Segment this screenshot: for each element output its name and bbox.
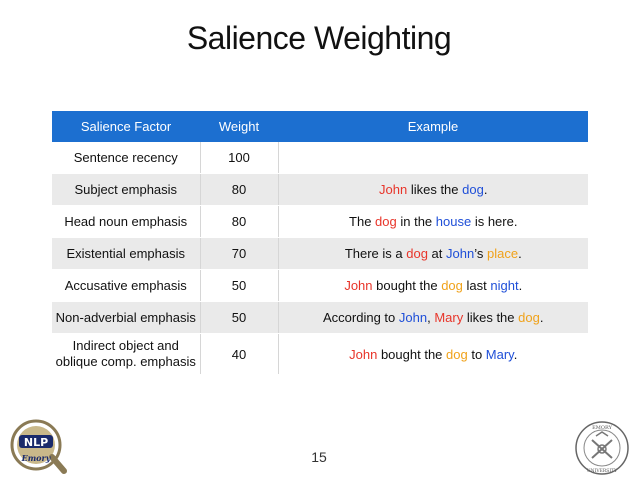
example-segment: bought the [377,346,447,362]
example-segment: John [379,182,408,197]
example-segment: According to [323,310,399,325]
example-segment: dog [518,310,540,325]
example-segment: John [446,246,475,261]
example-segment: likes the [407,182,463,197]
weight-cell: 40 [200,333,279,375]
example-segment: dog [406,246,428,261]
emory-university-seal-icon: EMORY UNIVERSITY [575,421,629,475]
example-segment: , [427,310,435,325]
example-segment: in the [396,214,436,229]
factor-cell: Non-adverbial emphasis [52,301,201,334]
example-cell [278,142,588,174]
example-segment: . [518,278,523,293]
example-segment: place [486,246,519,261]
example-segment: likes the [463,310,519,325]
weight-cell: 80 [200,205,279,238]
example-segment: The [349,214,376,229]
example-segment: bought the [372,278,442,293]
svg-text:EMORY: EMORY [592,425,612,431]
example-segment: house [435,214,472,229]
example-segment: John [398,310,428,325]
header-weight: Weight [200,111,278,142]
table-row: Indirect object and oblique comp. emphas… [52,333,588,375]
svg-text:Emory: Emory [21,453,52,463]
example-cell: John bought the dog to Mary. [278,333,588,375]
example-segment: dog [441,278,463,293]
weight-cell: 50 [200,301,279,334]
factor-cell: Indirect object and oblique comp. emphas… [52,333,201,375]
factor-cell: Subject emphasis [52,173,201,206]
table-row: Sentence recency 100 [52,142,588,174]
table-row: Non-adverbial emphasis 50 According to J… [52,301,588,334]
example-segment: John [344,278,373,293]
factor-cell: Sentence recency [52,142,201,174]
example-segment: Mary [485,346,514,362]
example-segment: There is a [344,246,407,261]
weight-cell: 50 [200,269,279,302]
table-row: Existential emphasis 70 There is a dog a… [52,237,588,270]
factor-cell: Existential emphasis [52,237,201,270]
salience-table: Salience Factor Weight Example Sentence … [52,111,588,375]
weight-cell: 70 [200,237,279,270]
page-number: 15 [311,449,327,465]
factor-cell: Accusative emphasis [52,269,201,302]
table-header-row: Salience Factor Weight Example [52,111,588,142]
example-segment: dog [462,182,484,197]
example-segment: Mary [434,310,464,325]
example-segment: night [490,278,519,293]
example-segment: at [427,246,447,261]
example-segment: . [483,182,488,197]
example-cell: According to John, Mary likes the dog. [278,301,588,334]
svg-text:NLP: NLP [24,436,48,449]
example-segment: is here. [471,214,518,229]
table-row: Subject emphasis 80 John likes the dog. [52,173,588,206]
factor-line: oblique comp. emphasis [55,354,196,369]
example-segment: . [539,310,544,325]
nlp-emory-logo-icon: NLP Emory [10,419,67,474]
header-salience-factor: Salience Factor [52,111,200,142]
header-example: Example [278,111,588,142]
svg-text:UNIVERSITY: UNIVERSITY [587,468,618,474]
table-row: Accusative emphasis 50 John bought the d… [52,269,588,302]
example-segment: . [518,246,522,261]
example-segment: dog [375,214,397,229]
example-segment: . [513,346,518,362]
example-segment: John [349,346,378,362]
example-segment: ’s [474,246,487,261]
example-segment: last [462,278,491,293]
example-segment: dog [446,346,468,362]
example-cell: There is a dog at John’s place. [278,237,588,270]
example-segment: to [467,346,486,362]
example-cell: The dog in the house is here. [278,205,588,238]
table-row: Head noun emphasis 80 The dog in the hou… [52,205,588,238]
weight-cell: 80 [200,173,279,206]
example-cell: John bought the dog last night. [278,269,588,302]
factor-line: Indirect object and [72,338,179,353]
slide-title: Salience Weighting [186,20,452,56]
weight-cell: 100 [200,142,279,174]
factor-cell: Head noun emphasis [52,205,201,238]
example-cell: John likes the dog. [278,173,588,206]
